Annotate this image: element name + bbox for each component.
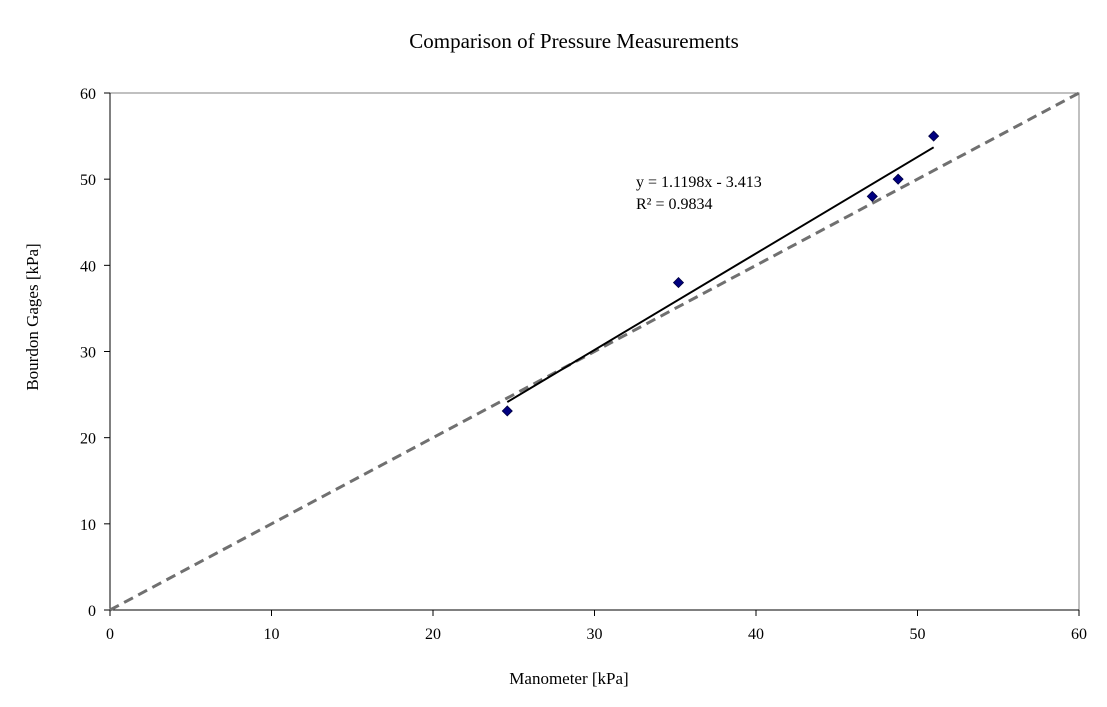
y-axis-label: Bourdon Gages [kPa] <box>23 243 42 390</box>
y-tick-label: 30 <box>80 345 96 362</box>
x-tick-label: 20 <box>425 626 441 643</box>
y-axis-ticks: 0 10 20 30 40 50 60 <box>80 86 110 620</box>
y-tick-label: 20 <box>80 431 96 448</box>
y-tick-label: 10 <box>80 517 96 534</box>
trendline <box>506 146 935 403</box>
trendline-equation: y = 1.1198x - 3.413 <box>636 174 762 191</box>
data-point <box>672 277 685 289</box>
y-tick-label: 60 <box>80 86 96 103</box>
x-tick-label: 50 <box>910 626 926 643</box>
reference-line-group <box>109 91 1080 612</box>
reference-line <box>109 91 1080 612</box>
x-tick-label: 60 <box>1071 626 1087 643</box>
trendline-r-squared: R² = 0.9834 <box>636 196 713 213</box>
x-tick-label: 10 <box>264 626 280 643</box>
x-tick-label: 30 <box>587 626 603 643</box>
trendline-group <box>506 146 935 403</box>
y-tick-label: 50 <box>80 172 96 189</box>
chart-title: Comparison of Pressure Measurements <box>409 29 739 53</box>
data-point <box>866 190 878 202</box>
data-points <box>501 130 940 417</box>
y-tick-label: 40 <box>80 258 96 275</box>
data-point <box>892 173 904 185</box>
x-tick-label: 0 <box>106 626 114 643</box>
x-axis-label: Manometer [kPa] <box>509 669 628 688</box>
x-tick-label: 40 <box>748 626 764 643</box>
data-point <box>501 405 513 417</box>
y-tick-label: 0 <box>88 603 96 620</box>
x-axis-ticks: 0 10 20 30 40 50 60 <box>106 610 1087 643</box>
data-point <box>928 130 940 142</box>
